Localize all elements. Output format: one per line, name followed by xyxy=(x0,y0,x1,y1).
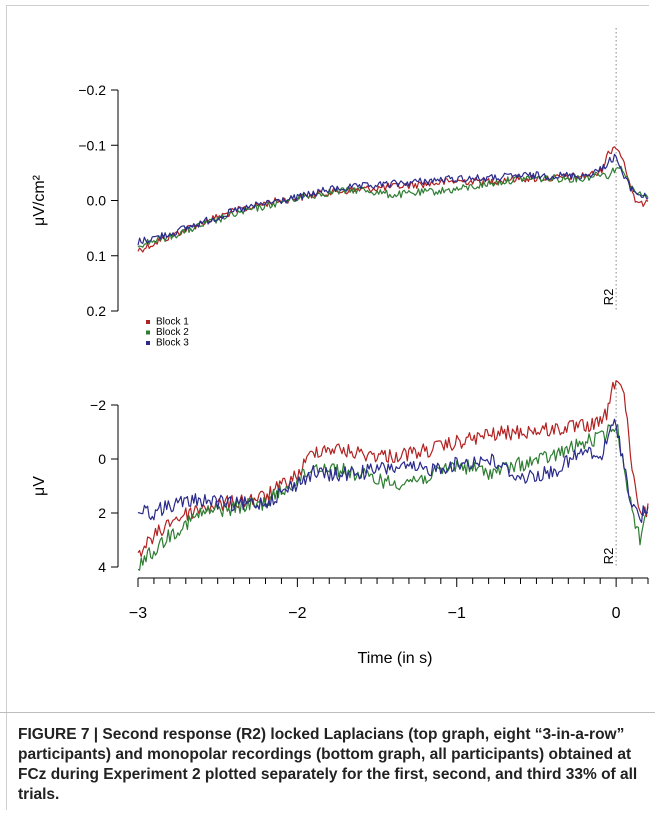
panel-1-y-tick-label: 0.0 xyxy=(87,193,107,209)
panel-2-y-tick-label: −2 xyxy=(90,397,106,413)
caption-divider xyxy=(0,712,655,713)
panel-1-y-tick-label: −0.2 xyxy=(78,82,106,98)
x-tick-label: −1 xyxy=(448,605,466,622)
legend-entry-2: Block 2 xyxy=(156,327,189,338)
legend-swatch-3 xyxy=(146,341,150,345)
legend-swatch-2 xyxy=(146,330,150,335)
panel-2-series-block-3-line xyxy=(137,418,649,524)
panel-1-series-block-1-line xyxy=(137,146,649,253)
x-tick-label: −3 xyxy=(129,605,147,622)
panel-2-series-block-2-line xyxy=(137,424,649,571)
panel-2-y-axis-title: μV xyxy=(31,476,48,496)
panel-1-y-axis-title: μV/cm² xyxy=(31,174,48,226)
figure-frame xyxy=(6,5,649,810)
panel-1-y-tick-label: 0.1 xyxy=(87,248,107,264)
panel-1-y-tick-label: 0.2 xyxy=(87,303,107,319)
legend-entry-1: Block 1 xyxy=(156,317,189,328)
x-axis-title: Time (in s) xyxy=(358,650,433,667)
figure-caption: FIGURE 7 | Second response (R2) locked L… xyxy=(18,726,638,803)
panel-2-y-tick-label: 2 xyxy=(98,505,106,521)
x-tick-label: 0 xyxy=(612,605,621,622)
panel-1-r2-marker-label: R2 xyxy=(601,289,616,306)
panel-1-series-block-3-line xyxy=(137,153,649,246)
legend-swatch-1 xyxy=(146,320,150,324)
panel-2-y-tick-label: 0 xyxy=(98,451,106,467)
panel-2-y-tick-label: 4 xyxy=(98,559,106,575)
panel-2-r2-marker-label: R2 xyxy=(601,548,616,565)
panel-1-series-block-2-line xyxy=(137,165,649,248)
panel-1-y-tick-label: −0.1 xyxy=(78,137,106,153)
x-tick-label: −2 xyxy=(288,605,306,622)
legend-entry-3: Block 3 xyxy=(156,338,189,349)
